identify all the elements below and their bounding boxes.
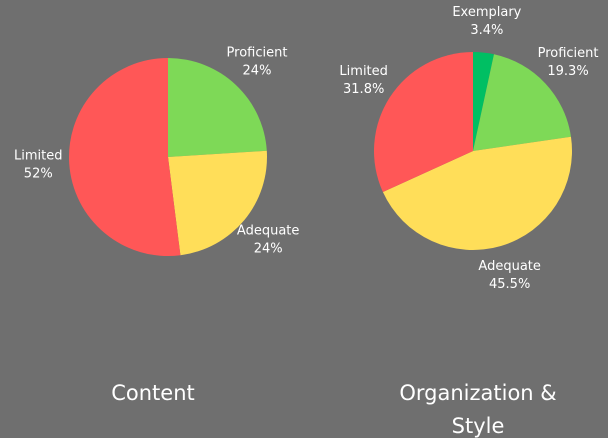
chart-title: Organization & Style <box>399 381 557 438</box>
slice-label: Proficient <box>227 46 288 61</box>
slice-value-label: 24% <box>254 241 283 256</box>
slice-value-label: 19.3% <box>547 64 588 79</box>
chart-title: Content <box>111 381 195 405</box>
pie-slice <box>373 51 473 193</box>
pie-slice <box>168 150 267 256</box>
slice-label: Limited <box>339 64 387 79</box>
slice-label: Proficient <box>538 46 599 61</box>
slice-value-label: 52% <box>24 167 53 182</box>
pie-slice <box>168 58 267 157</box>
pie-slice <box>473 54 571 151</box>
slice-value-label: 31.8% <box>343 82 384 97</box>
slice-label: Adequate <box>478 259 540 274</box>
slice-label: Exemplary <box>452 5 521 20</box>
pie-slice <box>382 136 572 250</box>
slice-value-label: 45.5% <box>489 277 530 292</box>
pie-slice <box>473 52 494 151</box>
slice-value-label: 24% <box>243 64 272 79</box>
slice-value-label: 3.4% <box>470 23 503 38</box>
pie-slice <box>69 58 181 256</box>
slice-label: Limited <box>14 149 62 164</box>
slice-label: Adequate <box>237 223 299 238</box>
